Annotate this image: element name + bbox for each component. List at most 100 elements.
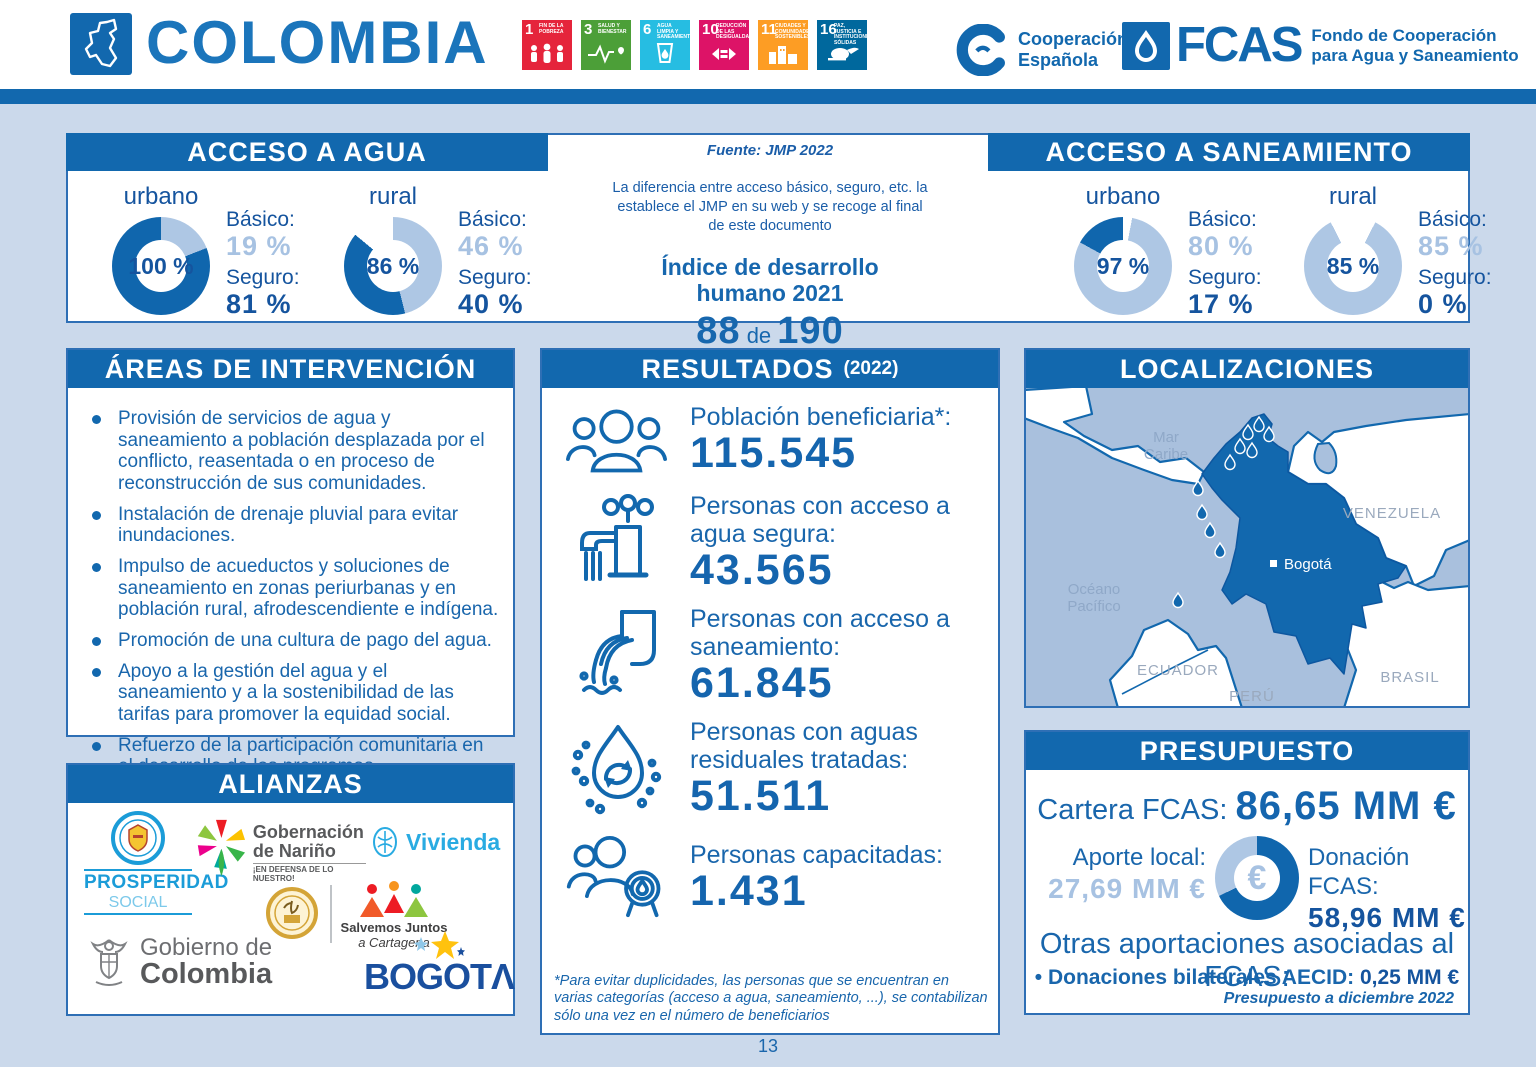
areas-header: ÁREAS DE INTERVENCIÓN <box>68 350 513 388</box>
donacion-fcas: Donación FCAS: 58,96 MM € <box>1308 844 1466 933</box>
sdg-10-icon: 10 Reducción de las desigualdades <box>699 20 749 70</box>
narino-star-icon <box>197 819 246 877</box>
vivienda-logo: Vivienda <box>370 825 506 859</box>
alianzas-header: ALIANZAS <box>68 765 513 803</box>
resultados-panel: RESULTADOS (2022) Población beneficiaria… <box>540 348 1000 1035</box>
euro-icon: € <box>1247 858 1267 897</box>
agua-section-header: ACCESO A AGUA <box>66 133 548 171</box>
page-title: COLOMBIA <box>146 9 489 76</box>
page-header: COLOMBIA 1 Fin de la pobreza 3 Salud y b… <box>0 0 1536 89</box>
coop-line1: Cooperación <box>1018 29 1129 50</box>
resultado-value: 1.431 <box>690 866 808 915</box>
cooperacion-espanola-logo: Cooperación Española <box>956 24 1128 76</box>
presupuesto-fecha: Presupuesto a diciembre 2022 <box>1223 990 1454 1007</box>
colombia-map: Mar Caribe Océano Pacífico VENEZUELA ECU… <box>1022 384 1472 710</box>
project-drop-markers <box>1172 415 1275 609</box>
resultado-value: 43.565 <box>690 546 834 594</box>
fcas-line1: Fondo de Cooperación <box>1311 25 1497 45</box>
sdg-11-icon: 11 Ciudades y comunidades sostenibles <box>758 20 808 70</box>
donut-chart: 100 % <box>112 217 210 315</box>
vivienda-emblem-icon <box>373 827 397 857</box>
bogota-logo: BOGOTΛ <box>364 929 515 995</box>
center-info: La diferencia entre acceso básico, segur… <box>608 179 932 353</box>
map-label-venezuela: VENEZUELA <box>1343 505 1441 522</box>
cartagena-seal-icon <box>266 887 318 944</box>
coop-line2: Española <box>1018 50 1099 70</box>
header-divider-strip <box>0 89 1536 104</box>
resultado-label: Personas con aguas residuales tratadas: <box>690 718 918 775</box>
agua-urbano-chart: urbano 100 % Básico: 19 % Seguro: 81 % <box>108 183 338 325</box>
resultado-row: Personas capacitadas: 1.431 <box>542 831 998 923</box>
access-panel: ACCESO A AGUA ACCESO A SANEAMIENTO Fuent… <box>66 133 1492 352</box>
page-number: 13 <box>757 1036 779 1056</box>
saneamiento-section-header: ACCESO A SANEAMIENTO <box>988 133 1470 171</box>
otras-aportaciones: Otras aportaciones asociadas al FCAS: <box>1039 928 1455 993</box>
resultado-value: 61.845 <box>690 659 834 708</box>
logo-divider <box>330 885 332 943</box>
sdg-6-icon: 6 Agua limpia y saneamiento <box>640 20 690 70</box>
bogota-star-icon <box>413 931 465 959</box>
donut-chart: 97 % <box>1074 217 1172 315</box>
trained-people-icon <box>542 831 690 923</box>
sdg-badges: 1 Fin de la pobreza 3 Salud y bienestar … <box>522 20 867 70</box>
areas-list: Provisión de servicios de agua y saneami… <box>68 388 513 778</box>
list-item: Promoción de una cultura de pago del agu… <box>84 630 499 652</box>
salvemos-cartagena-logo: Salvemos Juntos a Cartagena <box>340 881 448 950</box>
colombia-map-icon <box>70 13 132 75</box>
sdg-1-icon: 1 Fin de la pobreza <box>522 20 572 70</box>
list-item: Instalación de drenaje pluvial para evit… <box>84 504 499 547</box>
prosperidad-social-logo: PROSPERIDAD SOCIAL <box>84 811 228 915</box>
resultados-header: RESULTADOS (2022) <box>542 350 998 388</box>
map-label-ecuador: ECUADOR <box>1137 662 1219 679</box>
budget-donut-chart: € <box>1215 836 1299 920</box>
aporte-local: Aporte local: 27,69 MM € <box>1048 844 1206 904</box>
jmp-note: La diferencia entre acceso básico, segur… <box>612 180 928 234</box>
resultado-label: Personas capacitadas: <box>690 840 943 869</box>
list-item: Apoyo a la gestión del agua y el saneami… <box>84 661 499 726</box>
map-label-bogota: Bogotá <box>1284 556 1332 573</box>
people-group-icon <box>542 400 690 480</box>
sdg-16-icon: 16 Paz, justicia e instituciones sólidas <box>817 20 867 70</box>
resultado-value: 115.545 <box>690 429 858 478</box>
resultado-value: 51.511 <box>690 772 832 821</box>
fcas-line2: para Agua y Saneamiento <box>1311 45 1519 65</box>
presupuesto-panel: PRESUPUESTO Cartera FCAS: 86,65 MM € Apo… <box>1024 730 1470 1015</box>
map-label-mar: Mar <box>1153 429 1179 446</box>
resultado-row: Personas con acceso a agua segura: 43.56… <box>542 492 998 593</box>
resultado-label: Personas con acceso a agua segura: <box>690 492 950 548</box>
map-label-brasil: BRASIL <box>1380 669 1439 686</box>
resultado-row: Personas con aguas residuales tratadas: … <box>542 718 998 819</box>
drain-pipe-icon <box>542 606 690 706</box>
salvemos-people-icon <box>360 881 428 917</box>
resultado-label: Población beneficiaria*: <box>690 403 952 432</box>
localizaciones-panel: LOCALIZACIONES <box>1022 348 1472 710</box>
gobernacion-narino-logo: Gobernación de Nariño ¡EN DEFENSA DE LO … <box>196 813 366 883</box>
resultado-label: Personas con acceso a saneamiento: <box>690 605 950 662</box>
prosperidad-emblem-icon <box>111 811 165 865</box>
saneamiento-urbano-chart: urbano 97 % Básico: 80 % Seguro: 17 % <box>1070 183 1300 325</box>
fuente-label: Fuente: JMP 2022 <box>706 142 834 159</box>
resultado-row: Población beneficiaria*: 115.545 <box>542 400 998 480</box>
gobierno-colombia-logo: Gobierno de Colombia <box>88 935 272 989</box>
water-tap-icon <box>542 493 690 593</box>
sdg-3-icon: 3 Salud y bienestar <box>581 20 631 70</box>
idh-rank: 88 de 190 <box>696 310 844 353</box>
cooperacion-espanola-icon <box>956 24 1005 76</box>
donut-chart: 85 % <box>1304 217 1402 315</box>
recycle-drop-icon <box>542 719 690 819</box>
presupuesto-header: PRESUPUESTO <box>1026 732 1468 770</box>
bogota-marker <box>1270 560 1277 567</box>
resultado-row: Personas con acceso a saneamiento: 61.84… <box>542 605 998 706</box>
cartera-value: 86,65 MM € <box>1235 784 1457 828</box>
svg-text:Caribe: Caribe <box>1144 446 1188 463</box>
saneamiento-rural-chart: rural 85 % Básico: 85 % Seguro: 0 % <box>1300 183 1530 325</box>
areas-panel: ÁREAS DE INTERVENCIÓN Provisión de servi… <box>66 348 515 777</box>
donut-chart: 86 % <box>344 217 442 315</box>
list-item: Provisión de servicios de agua y saneami… <box>84 408 499 495</box>
agua-rural-chart: rural 86 % Básico: 46 % Seguro: 40 % <box>340 183 570 325</box>
localizaciones-header: LOCALIZACIONES <box>1026 350 1468 388</box>
fcas-logo: FCAS Fondo de Cooperación para Agua y Sa… <box>1122 21 1519 70</box>
alianzas-panel: ALIANZAS PROSPERIDAD SOCIAL Gobernació <box>66 763 515 1016</box>
water-drop-icon <box>1122 21 1170 70</box>
cartera-line: Cartera FCAS: 86,65 MM € <box>1037 784 1457 828</box>
